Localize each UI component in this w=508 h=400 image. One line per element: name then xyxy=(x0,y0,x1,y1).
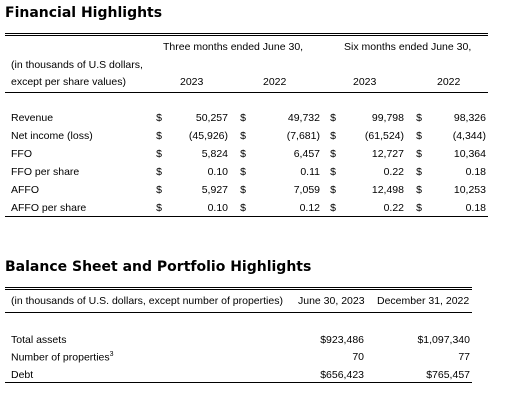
row-label: Total assets xyxy=(11,334,66,346)
six-months-header: Six months ended June 30, xyxy=(344,41,472,53)
table-cell-value: $656,423 xyxy=(320,369,364,381)
table-cell-value: 7,059 xyxy=(293,184,320,196)
balance-sheet-title: Balance Sheet and Portfolio Highlights xyxy=(5,259,312,275)
year-header: 2022 xyxy=(437,76,461,88)
table-bottom-rule xyxy=(5,216,488,217)
balance-col-june: June 30, 2023 xyxy=(298,295,365,307)
currency-symbol: $ xyxy=(330,112,336,124)
table-cell-value: 5,927 xyxy=(201,184,228,196)
year-header: 2023 xyxy=(180,76,204,88)
table-cell-value: 12,498 xyxy=(371,184,404,196)
row-label: AFFO xyxy=(11,184,39,196)
currency-symbol: $ xyxy=(240,112,246,124)
currency-symbol: $ xyxy=(330,130,336,142)
currency-symbol: $ xyxy=(416,166,422,178)
table-cell-value: 5,824 xyxy=(201,148,228,160)
currency-symbol: $ xyxy=(156,148,162,160)
table-cell-value: (45,926) xyxy=(188,130,228,142)
table-cell-value: 0.11 xyxy=(300,166,320,178)
year-header: 2023 xyxy=(353,76,377,88)
footnote-marker: 3 xyxy=(109,351,114,358)
table-cell-value: $765,457 xyxy=(426,369,470,381)
balance-col-december: December 31, 2022 xyxy=(377,295,470,307)
currency-symbol: $ xyxy=(416,112,422,124)
row-label: Debt xyxy=(11,369,33,381)
table-cell-value: 0.18 xyxy=(465,202,486,214)
unit-note-line1: (in thousands of U.S dollars, xyxy=(11,59,143,71)
currency-symbol: $ xyxy=(240,202,246,214)
row-label-text: Total assets xyxy=(11,334,67,346)
table-top-rule xyxy=(5,33,488,36)
currency-symbol: $ xyxy=(156,130,162,142)
currency-symbol: $ xyxy=(416,148,422,160)
table-cell-value: 98,326 xyxy=(453,112,486,124)
table-cell-value: 0.12 xyxy=(299,202,320,214)
year-header: 2022 xyxy=(263,76,287,88)
table-cell-value: (4,344) xyxy=(452,130,486,142)
currency-symbol: $ xyxy=(330,202,336,214)
row-label: FFO per share xyxy=(11,166,80,178)
table-cell-value: 0.10 xyxy=(207,202,228,214)
currency-symbol: $ xyxy=(416,130,422,142)
table-cell-value: 99,798 xyxy=(371,112,404,124)
currency-symbol: $ xyxy=(240,184,246,196)
currency-symbol: $ xyxy=(240,148,246,160)
row-label-text: Debt xyxy=(11,369,34,381)
table-cell-value: 12,727 xyxy=(371,148,404,160)
currency-symbol: $ xyxy=(156,202,162,214)
row-label: Number of properties3 xyxy=(11,351,114,364)
table-cell-value: 10,364 xyxy=(453,148,486,160)
currency-symbol: $ xyxy=(240,166,246,178)
balance-unit-note: (in thousands of U.S. dollars, except nu… xyxy=(11,295,283,307)
currency-symbol: $ xyxy=(416,184,422,196)
table-cell-value: 6,457 xyxy=(293,148,320,160)
three-months-header: Three months ended June 30, xyxy=(163,41,304,53)
table-cell-value: 77 xyxy=(458,351,470,363)
table-cell-value: 10,253 xyxy=(453,184,486,196)
balance-bottom-rule xyxy=(5,382,472,383)
currency-symbol: $ xyxy=(156,184,162,196)
currency-symbol: $ xyxy=(330,184,336,196)
row-label: Revenue xyxy=(11,112,54,124)
table-cell-value: $923,486 xyxy=(320,334,364,346)
financial-highlights-title: Financial Highlights xyxy=(5,5,163,21)
row-label: Net income (loss) xyxy=(11,130,93,142)
table-cell-value: (61,524) xyxy=(364,130,404,142)
header-rule xyxy=(5,92,488,93)
table-cell-value: 0.18 xyxy=(465,166,486,178)
table-cell-value: 0.22 xyxy=(383,166,404,178)
row-label: FFO xyxy=(11,148,32,160)
table-cell-value: 0.10 xyxy=(207,166,228,178)
table-cell-value: 0.22 xyxy=(383,202,404,214)
currency-symbol: $ xyxy=(156,112,162,124)
currency-symbol: $ xyxy=(330,166,336,178)
unit-note-line2: except per share values) xyxy=(11,76,126,88)
table-cell-value: 70 xyxy=(352,351,364,363)
currency-symbol: $ xyxy=(416,202,422,214)
currency-symbol: $ xyxy=(156,166,162,178)
currency-symbol: $ xyxy=(240,130,246,142)
balance-header-rule xyxy=(5,312,472,313)
table-cell-value: $1,097,340 xyxy=(417,334,470,346)
table-cell-value: (7,681) xyxy=(286,130,320,142)
table-cell-value: 50,257 xyxy=(195,112,228,124)
row-label: AFFO per share xyxy=(11,202,87,214)
balance-top-rule xyxy=(5,287,472,290)
currency-symbol: $ xyxy=(330,148,336,160)
table-cell-value: 49,732 xyxy=(287,112,320,124)
row-label-text: Number of properties xyxy=(11,351,110,364)
